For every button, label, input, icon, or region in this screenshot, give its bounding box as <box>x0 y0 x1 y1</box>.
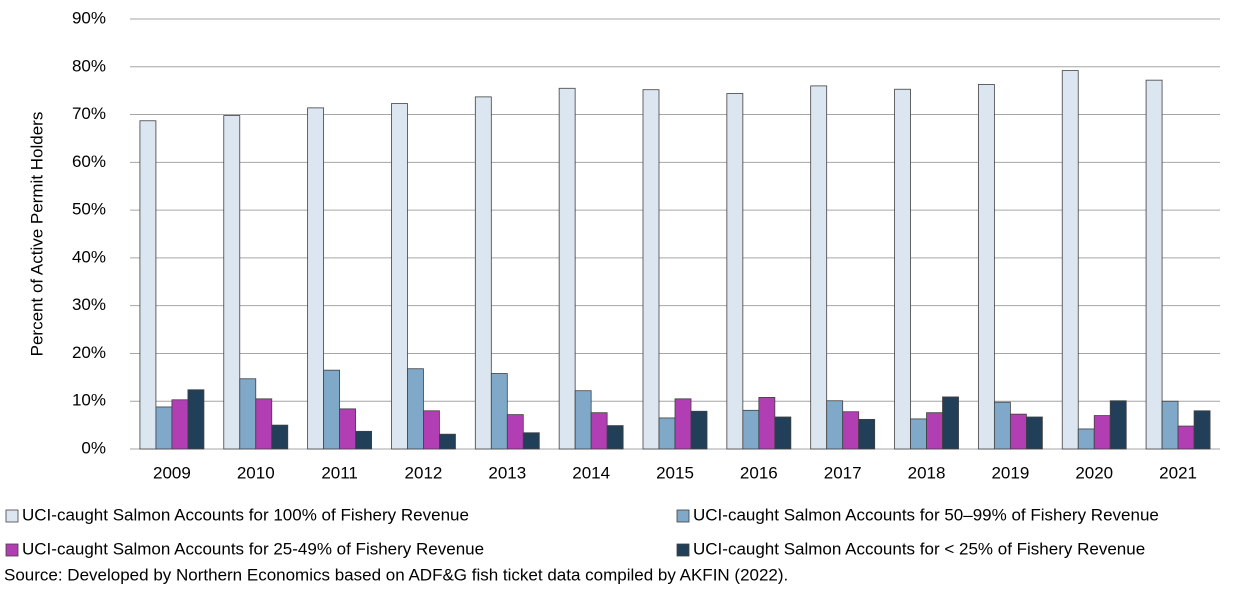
x-tick-label: 2018 <box>908 463 946 482</box>
x-tick-label: 2017 <box>824 463 862 482</box>
bar <box>506 414 524 450</box>
bar <box>977 84 995 450</box>
legend-label: UCI-caught Salmon Accounts for < 25% of … <box>693 539 1145 558</box>
x-tick-label: 2010 <box>237 463 275 482</box>
bar <box>423 410 440 450</box>
legend-swatch <box>676 543 690 557</box>
bar <box>642 89 660 450</box>
y-tick-label: 50% <box>72 200 106 219</box>
y-tick-label: 90% <box>72 8 106 27</box>
bar <box>307 107 325 450</box>
bar <box>1009 413 1027 450</box>
bar <box>355 430 373 450</box>
x-tick-label: 2009 <box>153 463 191 482</box>
bar <box>574 390 592 450</box>
bar <box>590 412 608 450</box>
bar <box>1025 416 1043 450</box>
y-tick-label: 70% <box>72 104 106 123</box>
y-tick-label: 10% <box>72 391 106 410</box>
y-tick-label: 0% <box>81 438 106 457</box>
bar <box>223 115 241 450</box>
y-tick-label: 80% <box>72 56 106 75</box>
x-tick-label: 2014 <box>572 463 610 482</box>
y-tick-label: 20% <box>72 343 106 362</box>
bar <box>1093 415 1111 450</box>
legend-swatch <box>5 543 19 557</box>
x-tick-label: 2019 <box>991 463 1029 482</box>
bar <box>155 406 173 450</box>
bar <box>490 373 508 450</box>
bar <box>810 85 828 450</box>
bar <box>1061 70 1079 450</box>
y-tick-label: 40% <box>72 247 106 266</box>
bar <box>323 369 341 450</box>
bar <box>1193 410 1211 450</box>
bar <box>255 398 273 450</box>
bar <box>407 368 424 450</box>
bar <box>391 103 408 450</box>
source-note: Source: Developed by Northern Economics … <box>4 565 788 584</box>
bar <box>1109 400 1127 450</box>
bar <box>239 378 257 450</box>
bar <box>558 87 576 450</box>
bar <box>187 389 205 450</box>
bar <box>1161 400 1179 450</box>
bar <box>910 418 927 450</box>
bar <box>439 433 456 450</box>
bar <box>926 412 943 450</box>
bar <box>171 399 189 450</box>
legend-label: UCI-caught Salmon Accounts for 100% of F… <box>22 505 469 524</box>
bar <box>658 417 676 450</box>
bar <box>726 93 744 450</box>
bar <box>674 398 692 450</box>
bar <box>894 88 911 450</box>
y-tick-label: 30% <box>72 295 106 314</box>
x-tick-label: 2013 <box>488 463 526 482</box>
bar <box>271 424 289 450</box>
bar <box>942 396 959 450</box>
bar <box>522 432 540 450</box>
bar <box>758 396 776 450</box>
bar <box>858 418 876 450</box>
bar <box>826 400 844 450</box>
bar <box>474 96 492 450</box>
y-tick-label: 60% <box>72 152 106 171</box>
bar <box>139 120 157 450</box>
bar <box>742 409 760 450</box>
x-tick-label: 2015 <box>656 463 694 482</box>
x-tick-label: 2011 <box>321 463 358 482</box>
bar <box>774 416 792 450</box>
x-tick-label: 2012 <box>405 463 443 482</box>
x-tick-label: 2020 <box>1075 463 1113 482</box>
y-axis-title: Percent of Active Permit Holders <box>27 112 46 357</box>
x-tick-label: 2016 <box>740 463 778 482</box>
bar <box>339 408 357 450</box>
bar <box>1145 79 1163 450</box>
bar <box>606 425 624 450</box>
bar <box>1177 425 1195 450</box>
bar <box>1077 428 1095 450</box>
legend-swatch <box>676 509 690 523</box>
x-tick-label: 2021 <box>1159 463 1197 482</box>
legend-label: UCI-caught Salmon Accounts for 50–99% of… <box>693 505 1159 524</box>
bar <box>993 401 1011 450</box>
legend-label: UCI-caught Salmon Accounts for 25-49% of… <box>22 539 484 558</box>
bar <box>842 411 860 450</box>
bar <box>690 410 708 450</box>
legend-swatch <box>5 509 19 523</box>
